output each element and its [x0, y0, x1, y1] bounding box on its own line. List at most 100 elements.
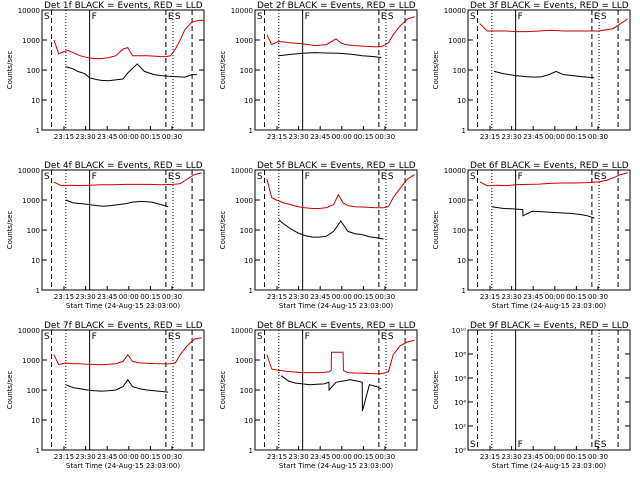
marker-s-start: S	[257, 332, 263, 342]
x-axis-label: Start Time (24-Aug-15 23:03:00)	[279, 302, 393, 310]
marker-e: E	[381, 332, 387, 342]
y-tick-label: 1000	[235, 37, 253, 45]
y-tick-label: 1	[36, 127, 40, 135]
plot-title: Det 1f BLACK = Events, RED = LLD	[44, 1, 203, 11]
y-tick-label: 100	[240, 67, 253, 75]
marker-s-end: S	[601, 172, 607, 182]
x-tick-label: 23:30	[289, 453, 309, 461]
marker-e: E	[594, 12, 600, 22]
x-tick-label: 23:30	[502, 453, 522, 461]
y-tick-label: 100	[240, 227, 253, 235]
marker-e: E	[168, 12, 174, 22]
y-tick-label: 10²	[454, 423, 466, 431]
y-tick-label: 1000	[235, 197, 253, 205]
x-tick-label: 00:15	[566, 133, 586, 141]
x-tick-label: 23:30	[76, 293, 96, 301]
marker-s-start: S	[257, 12, 263, 22]
marker-e: E	[381, 172, 387, 182]
x-tick-label: 00:00	[545, 453, 565, 461]
x-tick-label: 23:15	[480, 453, 500, 461]
marker-f: F	[92, 332, 97, 342]
y-tick-label: 1	[462, 287, 466, 295]
y-tick-label: 10	[457, 97, 466, 105]
x-tick-label: 23:30	[76, 133, 96, 141]
series-events-line	[278, 52, 382, 59]
marker-s-start: S	[44, 172, 50, 182]
x-tick-label: 23:45	[97, 293, 117, 301]
x-tick-label: 23:45	[310, 133, 330, 141]
y-axis-label: Counts/sec	[219, 51, 227, 90]
y-axis-label: Counts/sec	[219, 371, 227, 410]
x-tick-label: 00:15	[140, 453, 160, 461]
series-events-line	[65, 199, 169, 208]
series-events-line	[491, 206, 595, 219]
x-tick-label: 00:15	[353, 133, 373, 141]
marker-f: F	[92, 172, 97, 182]
y-axis-label: Counts/sec	[432, 51, 440, 90]
y-tick-label: 10⁰	[454, 447, 466, 455]
y-axis-label: Counts/sec	[219, 211, 227, 250]
x-tick-label: 23:45	[97, 133, 117, 141]
x-tick-label: 00:30	[588, 453, 608, 461]
plot-title: Det 9f BLACK = Events, RED = LLD	[470, 321, 629, 331]
x-tick-label: 00:15	[353, 293, 373, 301]
marker-e: E	[594, 440, 600, 450]
plot-title: Det 2f BLACK = Events, RED = LLD	[257, 1, 416, 11]
y-tick-label: 10⁶	[454, 375, 466, 383]
y-axis-label: Counts/sec	[432, 211, 440, 250]
x-axis-label: Start Time (24-Aug-15 23:03:00)	[66, 462, 180, 470]
x-tick-label: 00:15	[140, 133, 160, 141]
marker-s-start: S	[470, 440, 476, 450]
y-tick-label: 10	[31, 257, 40, 265]
marker-f: F	[518, 172, 523, 182]
marker-f: F	[305, 332, 310, 342]
y-tick-label: 1	[36, 447, 40, 455]
plot-frame	[467, 329, 631, 451]
x-tick-label: 23:45	[310, 453, 330, 461]
marker-f: F	[92, 12, 97, 22]
x-axis-label: Start Time (24-Aug-15 23:03:00)	[492, 462, 606, 470]
det-panel-7: Det 7f BLACK = Events, RED = LLD Counts/s…	[6, 321, 205, 470]
det-panel-1: Det 1f BLACK = Events, RED = LLD Counts/s…	[6, 1, 205, 141]
y-tick-label: 1	[249, 287, 253, 295]
det-panel-5: Det 5f BLACK = Events, RED = LLD Counts/s…	[219, 161, 418, 310]
marker-e: E	[381, 12, 387, 22]
x-tick-label: 23:45	[523, 293, 543, 301]
y-tick-label: 10000	[18, 167, 40, 175]
x-tick-label: 23:45	[523, 133, 543, 141]
x-tick-label: 23:15	[480, 293, 500, 301]
y-tick-label: 10000	[231, 327, 253, 335]
y-axis-label: Counts/sec	[6, 371, 14, 410]
x-tick-label: 00:30	[375, 133, 395, 141]
marker-s-start: S	[470, 172, 476, 182]
plot-title: Det 4f BLACK = Events, RED = LLD	[44, 161, 203, 171]
x-tick-label: 23:15	[267, 453, 287, 461]
x-tick-label: 23:45	[310, 293, 330, 301]
x-axis-label: Start Time (24-Aug-15 23:03:00)	[279, 462, 393, 470]
y-tick-label: 1000	[235, 357, 253, 365]
x-tick-label: 00:00	[119, 453, 139, 461]
plot-title: Det 3f BLACK = Events, RED = LLD	[470, 1, 629, 11]
det-panel-2: Det 2f BLACK = Events, RED = LLD Counts/s…	[219, 1, 418, 141]
x-tick-label: 00:30	[162, 133, 182, 141]
x-tick-label: 00:00	[332, 133, 352, 141]
series-lld-line	[53, 337, 202, 366]
x-tick-label: 00:15	[566, 293, 586, 301]
y-tick-label: 100	[27, 67, 40, 75]
marker-e: E	[168, 172, 174, 182]
y-tick-label: 1000	[448, 197, 466, 205]
marker-s-start: S	[470, 12, 476, 22]
plot-title: Det 6f BLACK = Events, RED = LLD	[470, 161, 629, 171]
series-events-line	[65, 63, 197, 82]
y-tick-label: 10	[244, 97, 253, 105]
marker-s-end: S	[388, 172, 394, 182]
x-tick-label: 00:30	[588, 293, 608, 301]
y-tick-label: 100	[27, 227, 40, 235]
series-events-line	[494, 70, 595, 79]
series-lld-line	[266, 16, 415, 48]
x-axis-label: Start Time (24-Aug-15 23:03:00)	[66, 302, 180, 310]
series-lld-line	[266, 174, 415, 209]
x-tick-label: 23:45	[97, 453, 117, 461]
y-tick-label: 1000	[22, 357, 40, 365]
